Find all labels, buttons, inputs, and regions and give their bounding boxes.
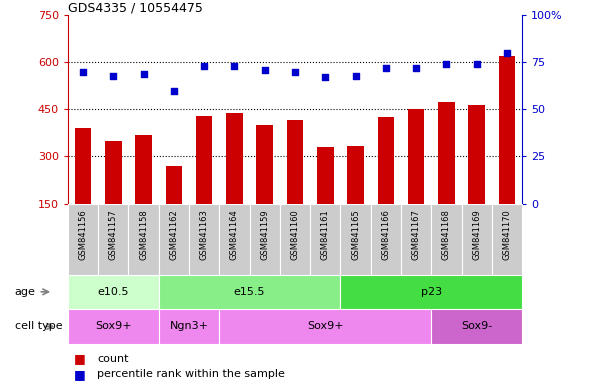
Bar: [340, 204, 371, 275]
Text: e15.5: e15.5: [234, 287, 266, 297]
Bar: [378, 117, 394, 204]
Text: count: count: [97, 354, 129, 364]
Point: [502, 50, 512, 56]
Bar: [250, 204, 280, 275]
Point: [199, 63, 209, 69]
Bar: [159, 204, 189, 275]
Bar: [408, 109, 424, 204]
Point: [169, 88, 179, 94]
Bar: [226, 113, 242, 204]
Text: Sox9-: Sox9-: [461, 321, 492, 331]
Bar: [166, 166, 182, 204]
Bar: [492, 204, 522, 275]
Text: GSM841157: GSM841157: [109, 209, 118, 260]
Point: [109, 73, 118, 79]
Point: [320, 74, 330, 81]
Bar: [159, 275, 340, 309]
Bar: [499, 56, 515, 204]
Text: GSM841166: GSM841166: [381, 209, 391, 260]
Text: GSM841156: GSM841156: [78, 209, 87, 260]
Point: [442, 61, 451, 67]
Text: Sox9+: Sox9+: [307, 321, 343, 331]
Text: GSM841165: GSM841165: [351, 209, 360, 260]
Bar: [340, 275, 522, 309]
Bar: [401, 204, 431, 275]
Text: GSM841160: GSM841160: [290, 209, 300, 260]
Text: GSM841168: GSM841168: [442, 209, 451, 260]
Text: Sox9+: Sox9+: [95, 321, 132, 331]
Text: p23: p23: [421, 287, 442, 297]
Point: [230, 63, 239, 69]
Bar: [68, 275, 159, 309]
Text: age: age: [15, 287, 35, 297]
Bar: [159, 309, 219, 344]
Point: [290, 69, 300, 75]
Bar: [431, 204, 461, 275]
Bar: [75, 128, 91, 204]
Bar: [348, 146, 364, 204]
Bar: [280, 204, 310, 275]
Text: cell type: cell type: [15, 321, 63, 331]
Bar: [196, 116, 212, 204]
Point: [472, 61, 481, 67]
Bar: [468, 105, 485, 204]
Bar: [371, 204, 401, 275]
Bar: [461, 204, 492, 275]
Text: ■: ■: [74, 368, 90, 381]
Bar: [68, 309, 159, 344]
Bar: [219, 204, 250, 275]
Bar: [129, 204, 159, 275]
Bar: [219, 309, 431, 344]
Text: GSM841159: GSM841159: [260, 209, 269, 260]
Bar: [135, 134, 152, 204]
Text: GSM841163: GSM841163: [199, 209, 209, 260]
Text: GSM841169: GSM841169: [472, 209, 481, 260]
Bar: [310, 204, 340, 275]
Text: GSM841162: GSM841162: [169, 209, 178, 260]
Point: [78, 69, 88, 75]
Point: [411, 65, 421, 71]
Bar: [257, 125, 273, 204]
Text: GSM841158: GSM841158: [139, 209, 148, 260]
Point: [381, 65, 391, 71]
Bar: [431, 309, 522, 344]
Bar: [438, 102, 455, 204]
Bar: [287, 121, 303, 204]
Text: percentile rank within the sample: percentile rank within the sample: [97, 369, 285, 379]
Text: ■: ■: [74, 353, 90, 366]
Text: GSM841161: GSM841161: [321, 209, 330, 260]
Text: GSM841164: GSM841164: [230, 209, 239, 260]
Bar: [105, 141, 122, 204]
Bar: [98, 204, 129, 275]
Point: [351, 73, 360, 79]
Bar: [189, 204, 219, 275]
Point: [139, 71, 148, 77]
Bar: [68, 204, 98, 275]
Text: GDS4335 / 10554475: GDS4335 / 10554475: [68, 1, 203, 14]
Text: e10.5: e10.5: [97, 287, 129, 297]
Text: GSM841170: GSM841170: [503, 209, 512, 260]
Bar: [317, 147, 333, 204]
Text: Ngn3+: Ngn3+: [169, 321, 208, 331]
Point: [260, 67, 270, 73]
Text: GSM841167: GSM841167: [412, 209, 421, 260]
